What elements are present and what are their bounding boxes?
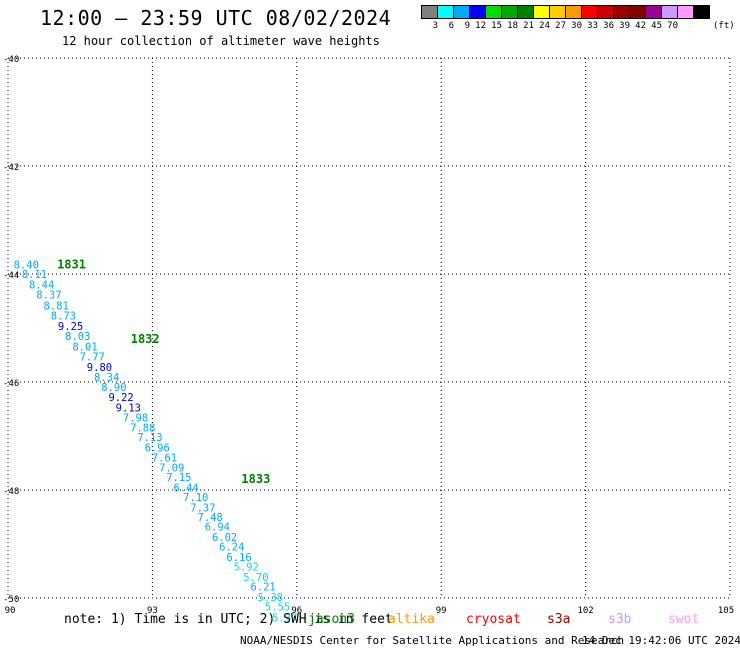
satellite-s3a: s3a [547,612,571,627]
wave-height-label: 8.81 [43,300,68,312]
satellite-jason3: jason3 [308,612,355,627]
wave-height-label: 6.21 [250,582,275,594]
wave-height-label: 5.55 [265,602,290,614]
colorbar-label: 27 [555,21,566,31]
colorbar-label: 24 [539,21,550,31]
wave-height-label: 6.16 [226,552,251,564]
pass-time-label: 1831 [57,257,86,271]
colorbar-label: 21 [523,21,534,31]
wave-height-label: 8.01 [72,341,97,353]
wave-height-label: 7.61 [152,453,177,465]
lon-tick-label: 96 [291,606,302,616]
wave-height-label: 8.90 [101,382,126,394]
map-subtitle: 12 hour collection of altimeter wave hei… [62,34,380,48]
colorbar-label: 30 [571,21,582,31]
wave-height-label: 7.13 [137,432,162,444]
lat-tick-label: -46 [3,379,19,389]
lon-tick-label: 90 [5,606,16,616]
wave-height-label: 6.96 [145,442,170,454]
colorbar-label: 18 [507,21,518,31]
wave-height-label: 9.13 [116,402,141,414]
lon-tick-label: 93 [147,606,158,616]
colorbar-label: 12 [475,21,486,31]
generated-timestamp: 14 Dec 19:42:06 UTC 2024 [582,634,740,647]
wave-height-label: 8.11 [22,269,47,281]
colorbar-label: 39 [619,21,630,31]
colorbar-unit: (ft) [713,21,735,31]
wave-height-label: 7.88 [130,422,155,434]
lat-tick-label: -50 [3,595,19,605]
colorbar-label: 36 [603,21,614,31]
lon-tick-label: 105 [718,606,734,616]
colorbar-label: 45 [651,21,662,31]
satellite-cryosat: cryosat [466,612,521,627]
wave-height-label: 7.77 [80,352,105,364]
wave-height-label: 5.38 [258,592,283,604]
lon-tick-label: 102 [577,606,593,616]
colorbar-labels: 3 6 9 12 15 18 21 24 27 30 33 36 39 42 45 70 [422,21,678,31]
satellite-s3b: s3b [608,612,632,627]
wave-height-label: 5.92 [234,562,259,574]
satellite-swot: swot [668,612,700,627]
colorbar-label: 3 [432,21,438,31]
pass-time-label: 1832 [131,332,160,346]
wave-height-label: 5.70 [243,572,268,584]
wave-height-label: 8.37 [36,290,61,302]
colorbar-label: 15 [491,21,502,31]
wave-height-label: 8.40 [14,259,39,271]
wave-height-label: 8.44 [29,279,54,291]
wave-height-label: 7.10 [183,492,208,504]
wave-height-label: 5.37 [272,612,297,624]
colorbar-label: 33 [587,21,598,31]
colorbar-label: 6 [448,21,454,31]
lat-tick-label: -40 [3,55,19,65]
map-title: 12:00 — 23:59 UTC 08/02/2024 [40,6,392,30]
wave-height-label: 7.15 [166,472,191,484]
colorbar-label: 42 [635,21,646,31]
colorbar-label: 9 [464,21,470,31]
colorbar-label: 70 [667,21,678,31]
lat-tick-label: -44 [3,271,19,281]
credit-line: NOAA/NESDIS Center for Satellite Applica… [240,634,625,647]
wave-height-label: 7.09 [159,462,184,474]
wave-height-label: 7.37 [190,502,215,514]
colorbar-legend [421,5,710,19]
lon-tick-label: 99 [436,606,447,616]
colorbar-swatch [693,5,710,19]
wave-height-label: 9.25 [58,321,83,333]
lat-tick-label: -48 [3,487,19,497]
wave-height-label: 6.02 [212,532,237,544]
satellite-altika: altika [388,612,435,627]
wave-height-label: 8.73 [51,311,76,323]
wave-height-label: 6.44 [173,482,198,494]
pass-time-label: 1833 [241,472,270,486]
wave-height-label: 9.80 [87,362,112,374]
wave-height-label: 8.03 [65,331,90,343]
wave-height-label: 6.94 [205,522,230,534]
wave-height-label: 7.48 [198,512,223,524]
footer-note: note: 1) Time is in UTC; 2) SWH is in fe… [64,612,393,627]
wave-height-label: 8.34 [94,372,119,384]
wave-height-label: 6.24 [219,542,244,554]
wave-height-label: 7.98 [123,413,148,425]
wave-height-label: 9.22 [108,392,133,404]
lat-tick-label: -42 [3,163,19,173]
